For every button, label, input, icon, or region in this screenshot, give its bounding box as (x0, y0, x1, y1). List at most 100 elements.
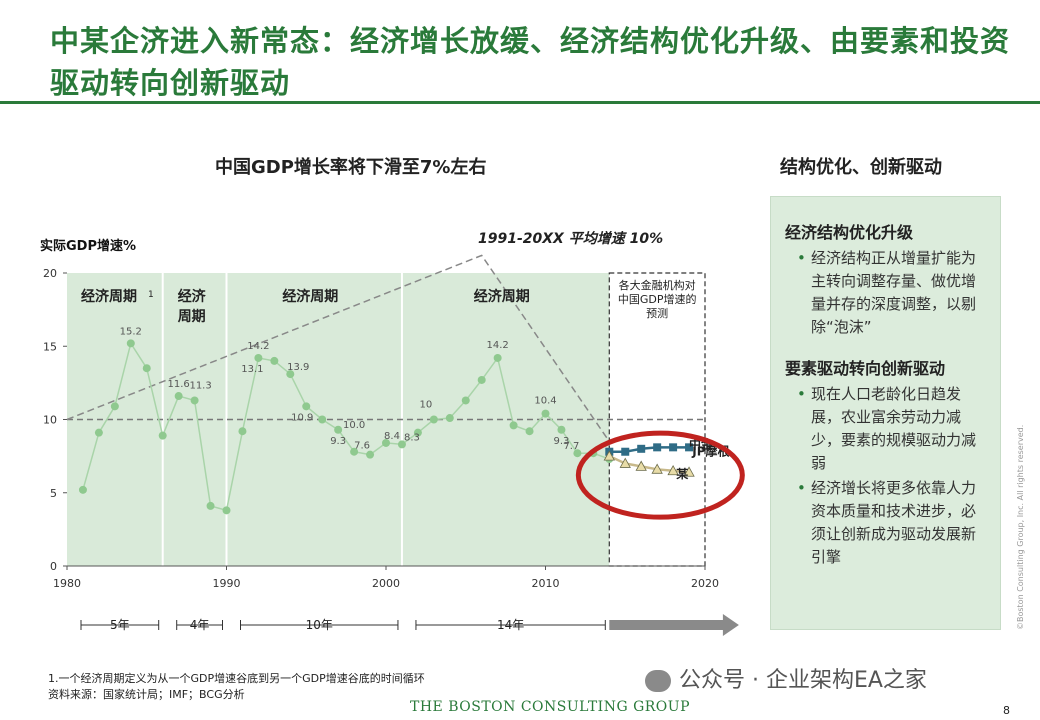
data-point (206, 501, 215, 510)
forecast-region-label: 中国GDP增速的 (618, 292, 697, 306)
average-bracket-line (66, 254, 610, 442)
data-point (94, 428, 103, 437)
insight-panel: 经济结构优化升级 经济结构正从增量扩能为主转向调整存量、做优增量并存的深度调整，… (770, 196, 1001, 630)
span-label: 5年 (110, 618, 130, 632)
cycle-band (162, 273, 227, 566)
average-growth-label: 1991-20XX 平均增速 10% (478, 231, 664, 247)
data-point (477, 375, 486, 384)
footnote-cycle-definition: 1.一个经济周期定义为从一个GDP增速谷底到另一个GDP增速谷底的时间循环 (48, 672, 425, 685)
data-point (142, 364, 151, 373)
y-tick-label: 20 (43, 267, 57, 280)
data-label: 10.4 (534, 396, 556, 407)
data-label: 10 (419, 400, 432, 411)
data-label: 9.3 (330, 436, 346, 447)
data-point (525, 427, 534, 436)
data-point (350, 447, 359, 456)
page-number: 8 (1003, 704, 1010, 717)
forecast-point-cicc (667, 464, 679, 476)
x-tick-label: 1990 (213, 577, 241, 590)
copyright-note: ©Boston Consulting Group, Inc. All right… (1016, 424, 1025, 630)
data-point (254, 353, 263, 362)
data-point (334, 425, 343, 434)
data-point (158, 431, 167, 440)
forecast-point-cicc (683, 466, 695, 477)
bullet-innovation-2: 经济增长将更多依靠人力资本质量和技术进步，必须让创新成为驱动发展新引擎 (785, 477, 986, 569)
forecast-point-jp-morgan (621, 447, 630, 456)
data-label: 8.3 (404, 432, 420, 443)
data-point (509, 421, 518, 430)
span-label: 14年 (497, 618, 524, 632)
cycle-label: 周期 (178, 309, 206, 325)
footnote-sources: 资料来源：国家统计局；IMF；BCG分析 (48, 688, 245, 701)
data-point (366, 450, 375, 459)
forecast-point-cicc (651, 463, 663, 474)
page-title: 中某企济进入新常态：经济增长放缓、经济结构优化升级、由要素和投资驱动转向创新驱动 (50, 24, 1011, 100)
data-label: 10.0 (343, 420, 365, 431)
y-tick-label: 15 (43, 340, 57, 353)
y-tick-label: 10 (43, 414, 57, 427)
series-label-cicc: 某 (676, 466, 689, 481)
gdp-growth-chart: 0 5 10 15 20 1980 1990 2000 2010 2020 15.2 11.6 11.… (43, 254, 745, 636)
y-tick-label: 5 (50, 487, 57, 500)
y-axis-label: 实际GDP增速% (40, 239, 137, 254)
forecast-point-jp-morgan (637, 444, 646, 453)
span-label: 10年 (306, 618, 333, 632)
data-point (190, 396, 199, 405)
axis-ticks: 0 5 10 15 20 1980 1990 2000 2010 2020 (43, 267, 719, 590)
data-point (126, 339, 135, 348)
forecast-point-cicc (603, 450, 615, 461)
data-point (573, 449, 582, 458)
data-point (286, 370, 295, 379)
data-label: 15.2 (120, 326, 142, 337)
x-tick-label: 1980 (53, 577, 81, 590)
data-labels: 15.2 11.6 11.3 14.2 13.1 13.9 10.9 9.3 10.0 7.6 8.… (120, 326, 580, 452)
forecast-point-jp-morgan (685, 443, 694, 452)
series-points (78, 339, 695, 515)
forecast-region-label: 预测 (646, 307, 668, 320)
data-label: 8.4 (384, 431, 400, 442)
y-tick-label: 0 (50, 560, 57, 573)
cycle-span-arrows: 5年 4年 10年 14年 (80, 614, 739, 636)
forecast-arrow (609, 614, 739, 636)
cycle-labels: 经济周期 1 经济周期 经济周期 经济周期 (81, 288, 530, 325)
forecast-region-label: 各大金融机构对 (619, 278, 696, 292)
x-tick-label: 2010 (532, 577, 560, 590)
watermark-text: 公众号 · 企业架构EA之家 (679, 668, 927, 693)
data-point (397, 440, 406, 449)
data-label: 14.2 (487, 340, 509, 351)
data-point (413, 428, 422, 437)
data-point (318, 415, 327, 424)
cycle-label: 经济周期 (81, 288, 137, 305)
forecast-point-jp-morgan (653, 443, 662, 452)
data-point (445, 414, 454, 423)
forecast-point-cicc (619, 457, 631, 468)
data-label: 7.7 (563, 441, 579, 452)
data-point (174, 392, 183, 401)
data-point (382, 438, 390, 447)
data-label: 10.9 (291, 412, 313, 423)
bullet-structure-1: 经济结构正从增量扩能为主转向调整存量、做优增量并存的深度调整，以剔除“泡沫” (785, 247, 986, 339)
reference-lines (66, 254, 705, 442)
data-label: 7.6 (354, 441, 370, 452)
data-point (557, 425, 566, 434)
data-label: 11.3 (189, 380, 211, 391)
title-divider (0, 101, 1040, 104)
highlight-ellipse (575, 430, 745, 520)
chart-title: 中国GDP增长率将下滑至7%左右 (215, 157, 487, 178)
cycle-label: 经济 (178, 288, 207, 305)
cycle-label: 经济周期 (282, 288, 338, 305)
data-point (302, 402, 311, 411)
watermark: 公众号 · 企业架构EA之家 (645, 662, 927, 694)
data-point (493, 353, 502, 362)
data-point (461, 396, 470, 405)
bullet-innovation-1: 现在人口老龄化日趋发展，农业富余劳动力减少，要素的规模驱动力减弱 (785, 383, 986, 475)
cycle-footnote-mark: 1 (148, 290, 154, 300)
data-label: 13.9 (287, 362, 309, 373)
data-point (78, 485, 87, 494)
data-point (270, 356, 279, 365)
data-point (541, 409, 550, 418)
brand-logo-text: THE BOSTON CONSULTING GROUP (410, 699, 691, 715)
span-label: 4年 (190, 618, 210, 632)
x-tick-label: 2020 (691, 577, 719, 590)
